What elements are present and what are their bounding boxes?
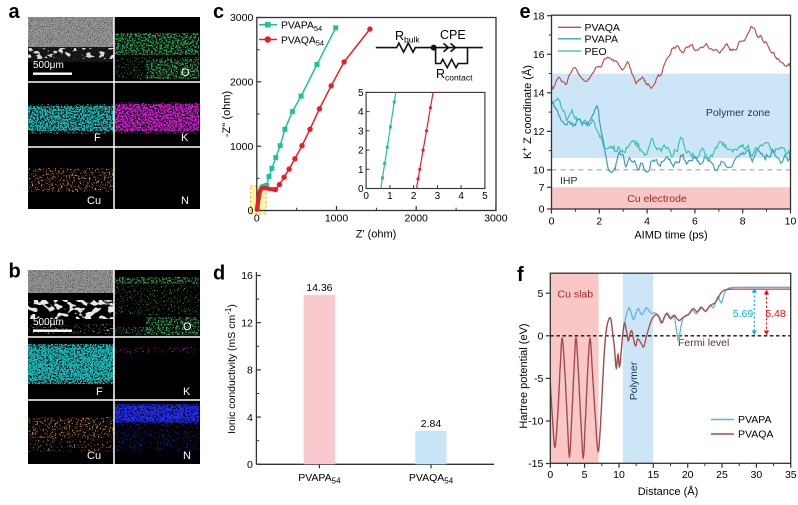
svg-text:0: 0 <box>363 191 369 202</box>
svg-text:CPE: CPE <box>440 28 466 42</box>
svg-text:N: N <box>183 450 191 462</box>
svg-text:1000: 1000 <box>230 141 254 153</box>
svg-text:Ionic conductivity (mS cm-1): Ionic conductivity (mS cm-1) <box>224 304 238 434</box>
svg-text:35: 35 <box>785 469 797 481</box>
svg-text:c: c <box>213 1 224 23</box>
svg-text:3: 3 <box>358 126 364 137</box>
svg-text:0: 0 <box>254 213 260 225</box>
svg-text:0: 0 <box>547 469 553 481</box>
svg-text:2: 2 <box>411 191 417 202</box>
svg-text:2: 2 <box>596 216 602 228</box>
svg-text:0: 0 <box>247 205 253 217</box>
svg-text:Fermi level: Fermi level <box>678 337 729 349</box>
svg-text:20: 20 <box>682 469 694 481</box>
svg-text:500μm: 500μm <box>33 60 64 71</box>
svg-text:Z' (ohm): Z' (ohm) <box>356 229 397 241</box>
svg-text:2.84: 2.84 <box>421 418 442 430</box>
svg-text:4: 4 <box>358 107 364 118</box>
svg-text:K: K <box>181 132 189 144</box>
svg-text:O: O <box>181 67 190 79</box>
svg-text:PVAQA54: PVAQA54 <box>281 35 324 47</box>
svg-text:N: N <box>181 195 189 207</box>
svg-text:PEO: PEO <box>585 46 607 58</box>
svg-text:-5: -5 <box>534 373 543 385</box>
svg-text:3000: 3000 <box>230 12 254 24</box>
svg-text:a: a <box>9 1 21 23</box>
svg-text:5: 5 <box>582 469 588 481</box>
svg-text:Cu: Cu <box>87 195 101 207</box>
svg-text:0: 0 <box>537 331 543 343</box>
svg-text:4: 4 <box>247 412 253 424</box>
svg-text:Distance (Å): Distance (Å) <box>638 485 699 498</box>
svg-text:25: 25 <box>716 469 728 481</box>
svg-text:2000: 2000 <box>230 77 254 89</box>
svg-text:15: 15 <box>647 469 659 481</box>
svg-text:-15: -15 <box>528 458 543 470</box>
svg-text:3000: 3000 <box>484 213 508 225</box>
svg-text:2: 2 <box>358 146 364 157</box>
svg-text:8: 8 <box>247 365 253 377</box>
svg-text:10: 10 <box>533 165 545 177</box>
svg-text:7: 7 <box>539 182 545 194</box>
svg-text:10: 10 <box>785 216 797 228</box>
svg-text:4: 4 <box>458 191 464 202</box>
svg-text:4: 4 <box>644 216 650 228</box>
svg-text:16: 16 <box>241 270 253 282</box>
svg-text:PVAPA: PVAPA <box>585 34 618 46</box>
svg-text:10: 10 <box>613 469 625 481</box>
svg-text:18: 18 <box>533 10 545 22</box>
svg-text:PVAQA: PVAQA <box>738 429 773 441</box>
svg-text:0: 0 <box>247 459 253 471</box>
svg-text:O: O <box>183 321 192 333</box>
svg-text:F: F <box>96 386 103 398</box>
svg-text:PVAQA54: PVAQA54 <box>409 472 454 486</box>
svg-text:f: f <box>517 264 524 286</box>
svg-text:Cu: Cu <box>87 450 101 462</box>
svg-text:5: 5 <box>537 288 543 300</box>
svg-text:0: 0 <box>549 216 555 228</box>
svg-text:1: 1 <box>387 191 393 202</box>
svg-text:1: 1 <box>358 165 364 176</box>
svg-text:14: 14 <box>533 88 545 100</box>
svg-text:5: 5 <box>482 191 488 202</box>
svg-text:-10: -10 <box>528 416 543 428</box>
svg-text:Polymer: Polymer <box>628 361 640 400</box>
svg-text:Polymer zone: Polymer zone <box>706 107 770 119</box>
svg-text:K+ Z coordinate (Å): K+ Z coordinate (Å) <box>520 65 534 159</box>
svg-text:Cu slab: Cu slab <box>558 289 594 301</box>
svg-text:6: 6 <box>692 216 698 228</box>
svg-text:-Z'' (ohm): -Z'' (ohm) <box>221 91 233 137</box>
svg-text:AIMD time (ps): AIMD time (ps) <box>634 230 707 242</box>
svg-text:b: b <box>9 261 21 283</box>
svg-text:14.36: 14.36 <box>306 282 332 294</box>
svg-text:8: 8 <box>740 216 746 228</box>
svg-text:d: d <box>213 263 225 285</box>
svg-text:16: 16 <box>533 49 545 61</box>
svg-text:Hartree potential (eV): Hartree potential (eV) <box>518 323 530 428</box>
svg-text:PVAPA54: PVAPA54 <box>298 472 341 486</box>
svg-text:IHP: IHP <box>560 175 578 187</box>
svg-text:PVAPA: PVAPA <box>738 414 771 426</box>
svg-text:5.69: 5.69 <box>733 308 754 320</box>
svg-text:5: 5 <box>358 88 364 99</box>
svg-text:500μm: 500μm <box>33 317 64 328</box>
svg-text:12: 12 <box>533 126 545 138</box>
svg-text:0: 0 <box>539 204 545 216</box>
svg-text:PVAQA: PVAQA <box>585 22 620 34</box>
svg-text:K: K <box>183 386 191 398</box>
svg-text:PVAPA54: PVAPA54 <box>281 21 322 33</box>
svg-text:12: 12 <box>241 317 253 329</box>
svg-text:F: F <box>94 132 101 144</box>
svg-text:3: 3 <box>435 191 441 202</box>
svg-text:e: e <box>520 1 531 23</box>
svg-text:0: 0 <box>358 184 364 195</box>
svg-text:1000: 1000 <box>325 213 349 225</box>
svg-text:2000: 2000 <box>405 213 429 225</box>
svg-text:30: 30 <box>751 469 763 481</box>
svg-text:5.48: 5.48 <box>765 308 786 320</box>
svg-text:Cu electrode: Cu electrode <box>627 193 687 205</box>
